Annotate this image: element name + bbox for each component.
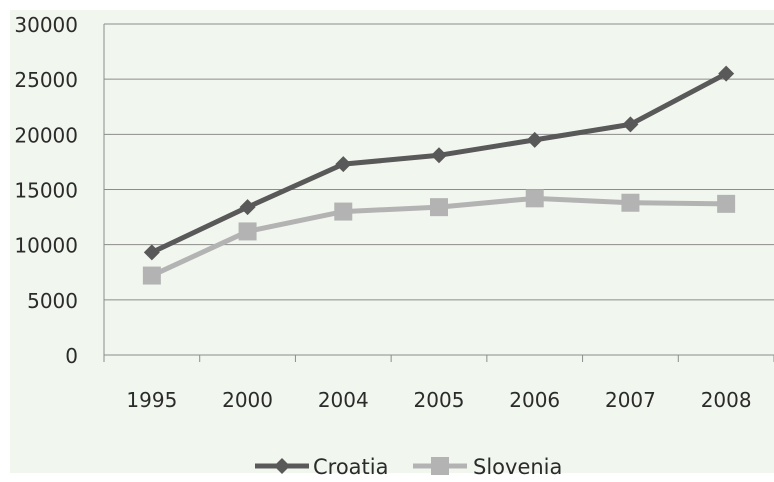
x-tick-label: 2005 <box>414 388 465 412</box>
y-tick-label: 25000 <box>14 68 78 92</box>
y-tick-label: 20000 <box>14 123 78 147</box>
x-tick-label: 2004 <box>318 388 369 412</box>
x-tick-label: 2006 <box>509 388 560 412</box>
data-point-croatia <box>718 65 735 82</box>
x-tick-label: 2007 <box>605 388 656 412</box>
legend-marker-slovenia <box>431 457 449 475</box>
chart-background <box>10 10 774 473</box>
x-tick-label: 2008 <box>701 388 752 412</box>
x-tick-label: 1995 <box>126 388 177 412</box>
data-point-croatia <box>431 147 447 164</box>
y-tick-label: 0 <box>65 344 78 368</box>
data-point-slovenia <box>334 202 353 221</box>
data-point-slovenia <box>717 194 736 213</box>
data-point-croatia <box>143 244 160 261</box>
legend-label-croatia: Croatia <box>313 455 389 477</box>
data-point-croatia <box>526 131 543 148</box>
data-point-slovenia <box>525 189 544 208</box>
data-point-slovenia <box>238 222 257 241</box>
data-point-croatia <box>622 116 639 133</box>
x-tick-label: 2000 <box>222 388 273 412</box>
legend-label-slovenia: Slovenia <box>473 455 562 477</box>
y-tick-label: 5000 <box>27 289 78 313</box>
data-point-slovenia <box>142 266 161 285</box>
plot-area: 0 5000 10000 15000 20000 25000 30000 1995 2000 20… <box>14 13 774 412</box>
y-tick-label: 15000 <box>14 179 78 203</box>
data-point-slovenia <box>621 193 640 212</box>
y-tick-label: 30000 <box>14 13 78 37</box>
y-tick-label: 10000 <box>14 234 78 258</box>
data-point-slovenia <box>430 198 448 217</box>
legend: Croatia Slovenia <box>255 455 562 479</box>
data-point-croatia <box>239 199 256 216</box>
data-point-croatia <box>335 156 352 173</box>
legend-marker-croatia <box>274 458 290 474</box>
